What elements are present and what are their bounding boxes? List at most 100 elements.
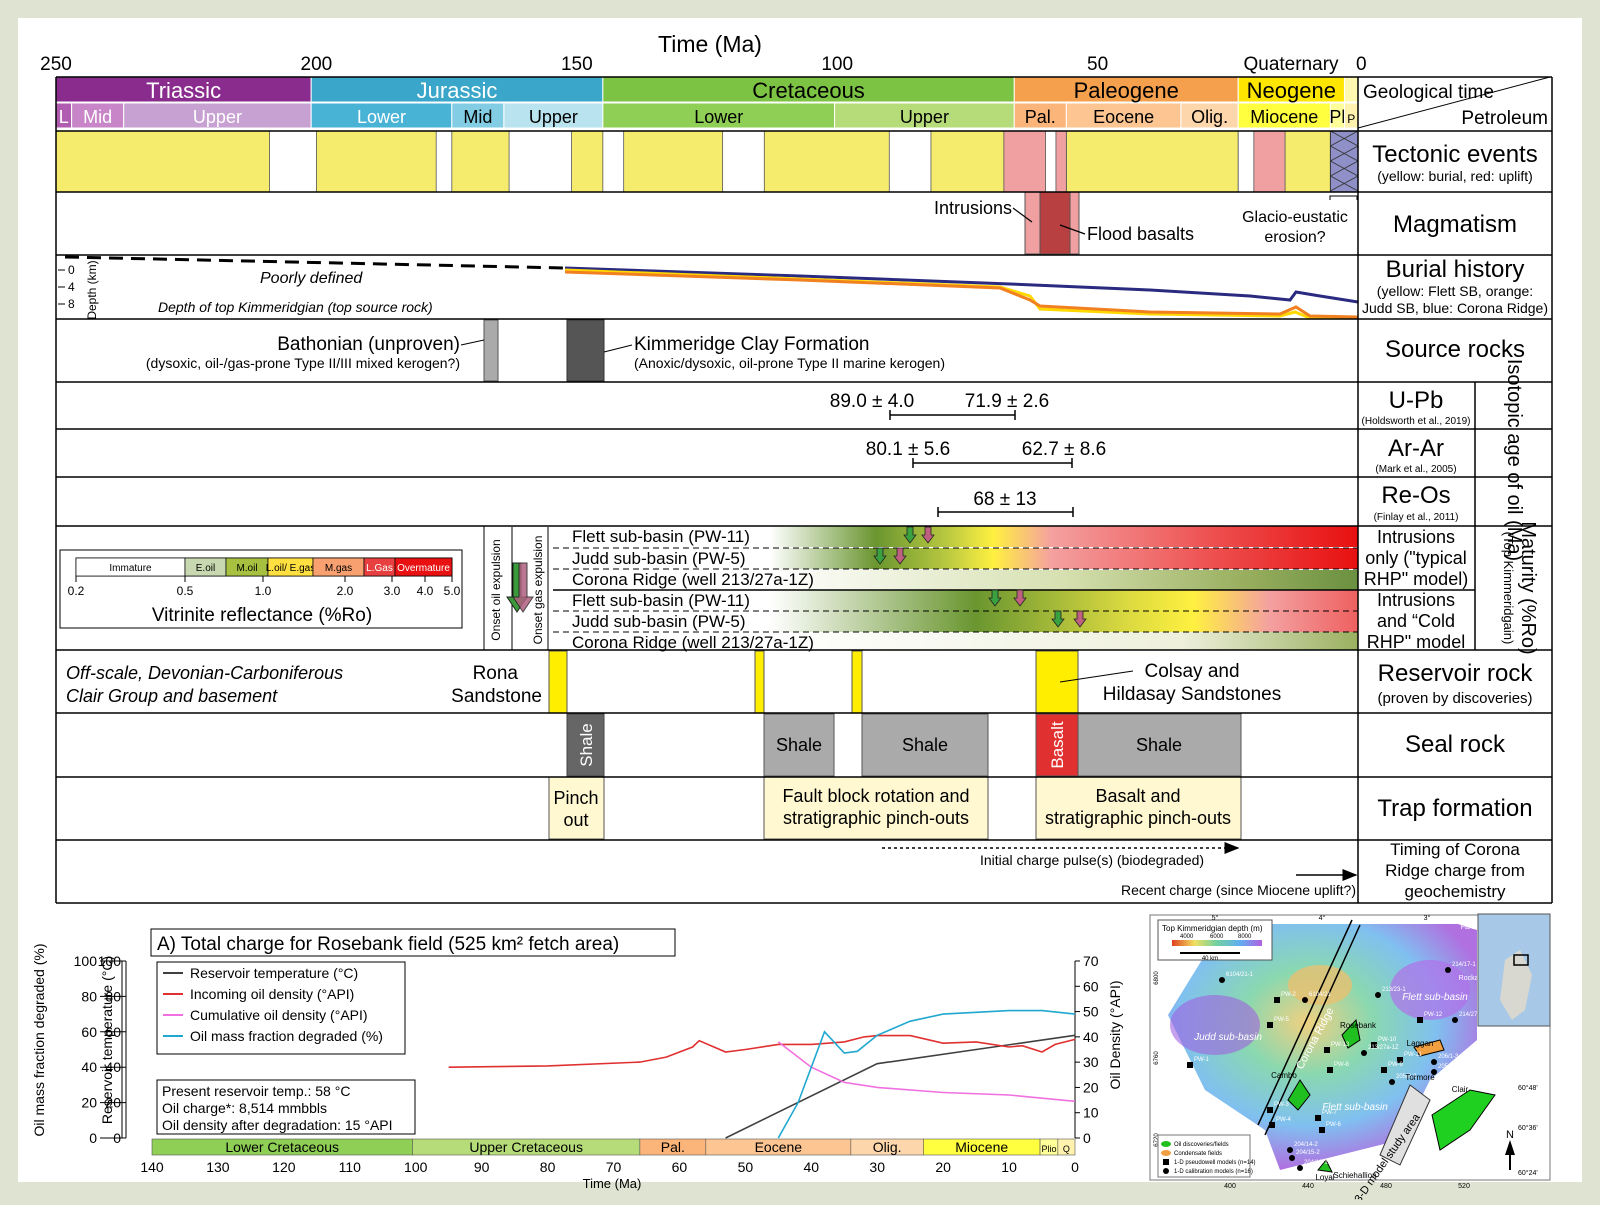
depth-tick-0: 0 bbox=[68, 263, 75, 277]
period-label: Cretaceous bbox=[752, 78, 865, 103]
intrusions-bar-late bbox=[1069, 191, 1080, 255]
maturity-row: Flett sub-basin (PW-11) Judd sub-basin (… bbox=[59, 526, 1358, 652]
judd-maturity-bar-cold bbox=[770, 611, 1358, 632]
burial-event bbox=[623, 130, 724, 193]
well-label: 213/27a-1Z bbox=[1368, 1045, 1399, 1051]
pseudowell-marker bbox=[1267, 1022, 1273, 1028]
uplift-event bbox=[1253, 130, 1286, 193]
epoch-label: Mid bbox=[83, 107, 112, 127]
legend-label: Incoming oil density (°API) bbox=[190, 986, 354, 1002]
epoch-label: Upper bbox=[529, 107, 578, 127]
burial-event bbox=[1065, 130, 1239, 193]
calibration-well-marker bbox=[1375, 992, 1381, 998]
row-labels: Geological time Petroleum Tectonic event… bbox=[1357, 76, 1551, 901]
time-tick: 150 bbox=[561, 54, 593, 75]
pseudowell-marker bbox=[1371, 1042, 1377, 1048]
map-label: Cambo bbox=[1271, 1071, 1297, 1080]
epoch-bar bbox=[1180, 102, 1239, 129]
map-legend-tick: 6000 bbox=[1210, 934, 1224, 940]
x-tick: 110 bbox=[339, 1159, 362, 1175]
well-label: 204/14-2 bbox=[1294, 1142, 1318, 1148]
upb-ref: (Holdsworth et al., 2019) bbox=[1362, 416, 1471, 427]
stage-label: Lower Cretaceous bbox=[225, 1139, 339, 1155]
epoch-label: Lower bbox=[357, 107, 406, 127]
calibration-well-marker bbox=[1452, 1017, 1458, 1023]
vitrinite-tick-label: 0.2 bbox=[68, 584, 85, 598]
onset-gas-arrow bbox=[512, 562, 534, 613]
right-tick: 60 bbox=[1083, 978, 1099, 994]
right-tick: 50 bbox=[1083, 1004, 1099, 1020]
panel-a-title-box bbox=[150, 928, 676, 957]
time-tick: 0 bbox=[1356, 54, 1367, 75]
trap-row: Pinch out Fault block rotation and strat… bbox=[548, 776, 1242, 840]
timing-label-2: Ridge charge from bbox=[1385, 861, 1525, 880]
corona-maturity-bar-cold bbox=[770, 632, 1358, 650]
period-label: Triassic bbox=[146, 78, 221, 103]
calibration-well-marker bbox=[1287, 1147, 1293, 1153]
time-axis-title: Time (Ma) bbox=[658, 31, 762, 57]
panel-a-legend-items: Reservoir temperature (°C) Incoming oil d… bbox=[163, 965, 383, 1044]
well-flett-2: Flett sub-basin (PW-11) bbox=[572, 591, 750, 610]
map-label: Rosebank bbox=[1340, 1021, 1377, 1030]
map-coord: 60°24' bbox=[1518, 1169, 1538, 1177]
maturity-arrow bbox=[893, 547, 907, 565]
left-axis-label-1: Oil mass fraction degraded (%) bbox=[31, 944, 47, 1137]
map-label: Loyal bbox=[1315, 1173, 1334, 1182]
map-coord: 440 bbox=[1302, 1183, 1314, 1190]
calibration-well-marker bbox=[1431, 1069, 1437, 1075]
geological-time-label: Geological time bbox=[1363, 82, 1494, 103]
intrusions-label: Intrusions bbox=[934, 198, 1012, 218]
timing-label-3: geochemistry bbox=[1404, 882, 1506, 901]
corona-ridge-line bbox=[1257, 919, 1353, 1126]
upb-age-a: 89.0 ± 4.0 bbox=[830, 391, 914, 412]
reservoir-bar bbox=[754, 650, 765, 714]
poorly-defined-label: Poorly defined bbox=[260, 270, 363, 287]
vitrinite-legend-title: Vitrinite reflectance (%Ro) bbox=[152, 605, 372, 626]
seal-rock-label: Seal rock bbox=[1405, 731, 1506, 758]
pseudowell-marker bbox=[1397, 1057, 1403, 1063]
epoch-bar bbox=[310, 102, 453, 129]
rosebank-field bbox=[1341, 1018, 1361, 1049]
legend-label: Oil mass fraction degraded (%) bbox=[190, 1028, 383, 1044]
calibration-well-marker bbox=[1445, 967, 1451, 973]
period-bars: Triassic Jurassic Cretaceous Paleogene Neoge… bbox=[55, 76, 1359, 103]
depth-high bbox=[1288, 965, 1352, 1005]
x-tick: 0 bbox=[1071, 1159, 1079, 1175]
calibration-well-marker bbox=[1389, 1079, 1395, 1085]
epoch-label: Eocene bbox=[1093, 107, 1154, 127]
uk-landmass bbox=[1500, 950, 1532, 1020]
depth-axis-label: Depth (km) bbox=[85, 260, 99, 319]
seal-basalt-label: Basalt bbox=[1048, 721, 1067, 769]
map-coord: 60°36' bbox=[1518, 1124, 1538, 1132]
tectonic-events-sub: (yellow: burial, red: uplift) bbox=[1377, 168, 1533, 184]
vitrinite-class-label: E.oil bbox=[196, 563, 215, 574]
pseudowell-marker bbox=[1269, 1122, 1275, 1128]
chart-grid bbox=[55, 76, 1553, 904]
info-charge: Oil charge*: 8,514 mmbbls bbox=[162, 1100, 327, 1116]
x-tick: 70 bbox=[606, 1159, 622, 1175]
bathonian-bar bbox=[483, 319, 499, 382]
pseudowell-marker bbox=[1381, 1067, 1387, 1073]
legend-label: Reservoir temperature (°C) bbox=[190, 965, 358, 981]
well-corona-1: Corona Ridge (well 213/27a-1Z) bbox=[572, 570, 814, 589]
map-symbol-label: Oil discoveries/fields bbox=[1174, 1142, 1229, 1148]
trap-formation-label: Trap formation bbox=[1377, 795, 1532, 822]
well-judd-1: Judd sub-basin (PW-5) bbox=[572, 549, 746, 568]
glacio-eustatic-event bbox=[1329, 130, 1359, 193]
stage-bar bbox=[1057, 1138, 1076, 1156]
maturity-arrow bbox=[1073, 610, 1087, 628]
petroleum-label: Petroleum bbox=[1461, 108, 1548, 129]
epoch-bar bbox=[1013, 102, 1067, 129]
legend-label: Cumulative oil density (°API) bbox=[190, 1007, 368, 1023]
series-line bbox=[725, 1034, 1076, 1139]
laggan-field bbox=[1413, 1039, 1445, 1057]
source-rocks-row: Bathonian (unproven) (dysoxic, oil-/gas-… bbox=[146, 319, 945, 382]
burial-history-row: 0 4 8 Depth (km) Poorly defined Depth of… bbox=[58, 255, 1359, 320]
calibration-well-marker bbox=[1431, 1059, 1437, 1065]
calibration-well-marker bbox=[1289, 1155, 1295, 1161]
well-corona-2: Corona Ridge (well 213/27a-1Z) bbox=[572, 633, 814, 652]
burial-event bbox=[763, 130, 890, 193]
reservoir-rock-label: Reservoir rock bbox=[1378, 660, 1534, 687]
x-tick: 120 bbox=[272, 1159, 296, 1175]
